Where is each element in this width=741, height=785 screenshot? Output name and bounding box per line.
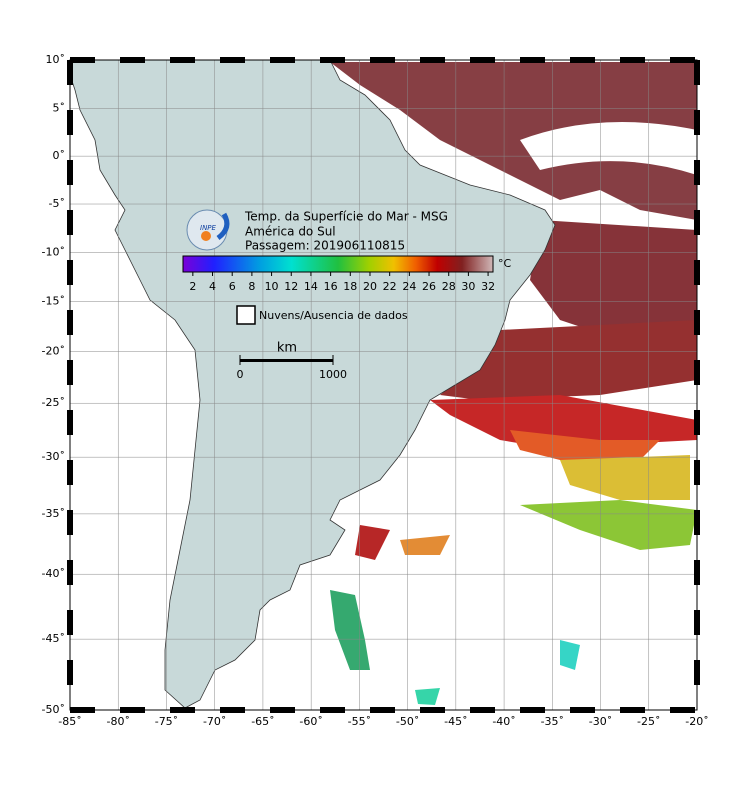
logo-text: INPE <box>200 224 217 232</box>
y-tick-label: -5˚ <box>49 197 65 210</box>
colorbar-tick-label: 24 <box>402 280 416 293</box>
scale-label: 1000 <box>319 368 347 381</box>
colorbar-tick-label: 26 <box>422 280 436 293</box>
colorbar-tick-label: 8 <box>248 280 255 293</box>
x-tick-label: -65˚ <box>251 715 274 728</box>
legend-swatch <box>236 305 256 325</box>
legend-label: Nuvens/Ausencia de dados <box>259 309 408 322</box>
title: Temp. da Superfície do Mar - MSG <box>244 210 448 224</box>
subtitle: América do Sul <box>245 225 336 239</box>
colorbar-tick-label: 6 <box>229 280 236 293</box>
y-tick-label: -15˚ <box>42 294 65 307</box>
y-tick-label: 10˚ <box>46 53 66 66</box>
colorbar-tick-label: 12 <box>284 280 298 293</box>
colorbar-tick-label: 20 <box>363 280 377 293</box>
colorbar-tick-label: 10 <box>265 280 279 293</box>
colorbar-tick-label: 30 <box>461 280 475 293</box>
frame-ticks <box>67 57 700 713</box>
y-tick-label: -40˚ <box>42 567 65 580</box>
x-tick-label: -55˚ <box>348 715 371 728</box>
y-tick-label: -25˚ <box>42 396 65 409</box>
x-tick-label: -60˚ <box>299 715 322 728</box>
colorbar-tick-label: 22 <box>383 280 397 293</box>
labels: -85˚ -80˚ -75˚ -70˚ -65˚ -60˚ -55˚ -50˚ -45˚ -40˚… <box>42 53 709 728</box>
y-tick-label: -45˚ <box>42 632 65 645</box>
scale-label: 0 <box>237 368 244 381</box>
x-tick-label: -35˚ <box>541 715 564 728</box>
graticule <box>70 60 697 710</box>
pass-time: Passagem: 201906110815 <box>245 239 405 253</box>
y-tick-label: -50˚ <box>42 703 65 716</box>
map-body <box>70 60 697 710</box>
y-tick-label: -20˚ <box>42 344 65 357</box>
y-tick-label: -35˚ <box>42 507 65 520</box>
x-tick-label: -30˚ <box>589 715 612 728</box>
y-tick-label: -30˚ <box>42 450 65 463</box>
colorbar-tick-label: 14 <box>304 280 318 293</box>
colorbar-tick-label: 28 <box>442 280 456 293</box>
x-tick-label: -80˚ <box>106 715 129 728</box>
x-tick-label: -50˚ <box>396 715 419 728</box>
x-tick-label: -85˚ <box>58 715 81 728</box>
colorbar <box>182 255 494 273</box>
colorbar-tick-label: 18 <box>343 280 357 293</box>
scale-unit: km <box>277 341 297 356</box>
colorbar-tick-label: 4 <box>209 280 216 293</box>
x-tick-label: -20˚ <box>685 715 708 728</box>
y-tick-label: 0˚ <box>53 149 66 162</box>
x-tick-label: -70˚ <box>203 715 226 728</box>
y-tick-label: 5˚ <box>53 101 66 114</box>
colorbar-tick-label: 16 <box>324 280 338 293</box>
x-tick-label: -40˚ <box>492 715 515 728</box>
colorbar-tick-label: 2 <box>189 280 196 293</box>
x-tick-label: -75˚ <box>155 715 178 728</box>
colorbar-unit: °C <box>498 257 512 270</box>
scale-bar <box>240 359 333 362</box>
x-tick-label: -45˚ <box>444 715 467 728</box>
y-tick-label: -10˚ <box>42 245 65 258</box>
logo: INPE <box>186 209 230 251</box>
colorbar-tick-label: 32 <box>481 280 495 293</box>
x-tick-label: -25˚ <box>637 715 660 728</box>
